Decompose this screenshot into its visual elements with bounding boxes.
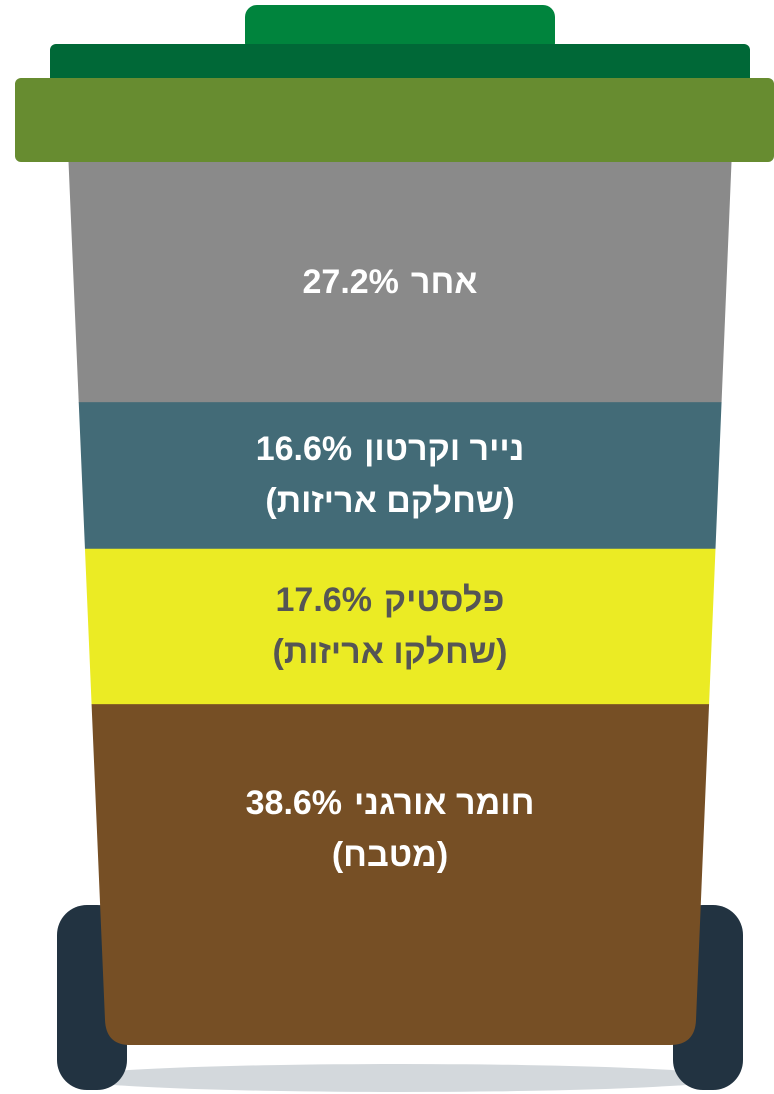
label-box: 17.6% פלסטיק (שחלקו אריזות) xyxy=(80,566,700,686)
bin-body xyxy=(68,162,732,1045)
category-note: (מטבח) xyxy=(331,836,449,875)
labels: 27.2% אחר 16.6% נייר וקרטון (שחלקם אריזות) 17… xyxy=(80,222,700,889)
segment-label: 27.2% אחר xyxy=(80,222,700,342)
category-label: אחר xyxy=(410,263,478,302)
label-row: 38.6% חומר אורגני xyxy=(246,777,535,829)
label-box: 16.6% נייר וקרטון (שחלקם אריזות) xyxy=(80,415,700,535)
lid-handle xyxy=(245,5,555,55)
value-label: 16.6% xyxy=(255,430,353,469)
category-note: (שחלקו אריזות) xyxy=(272,633,508,672)
shadow xyxy=(70,1064,730,1092)
category-label: חומר אורגני xyxy=(354,784,535,823)
segment-label: 16.6% נייר וקרטון (שחלקם אריזות) xyxy=(80,415,700,535)
lid xyxy=(15,78,774,162)
label-row: 27.2% אחר xyxy=(303,256,478,308)
segment-label: 38.6% חומר אורגני (מטבח) xyxy=(80,769,700,889)
value-label: 38.6% xyxy=(245,784,343,823)
segment xyxy=(68,162,732,403)
label-box: 38.6% חומר אורגני (מטבח) xyxy=(80,769,700,889)
category-label: פלסטיק xyxy=(383,581,505,620)
label-row: 16.6% נייר וקרטון xyxy=(256,423,525,475)
value-label: 27.2% xyxy=(302,263,399,302)
segment-label: 17.6% פלסטיק (שחלקו אריזות) xyxy=(80,566,700,686)
lid-band xyxy=(50,44,750,84)
value-label: 17.6% xyxy=(275,581,372,620)
category-label: נייר וקרטון xyxy=(364,430,525,469)
category-note: (שחלקם אריזות) xyxy=(265,482,515,521)
segment xyxy=(68,402,732,550)
segment xyxy=(68,704,732,1045)
label-row: 17.6% פלסטיק xyxy=(276,574,505,626)
segment xyxy=(68,548,732,705)
label-box: 27.2% אחר xyxy=(80,222,700,342)
